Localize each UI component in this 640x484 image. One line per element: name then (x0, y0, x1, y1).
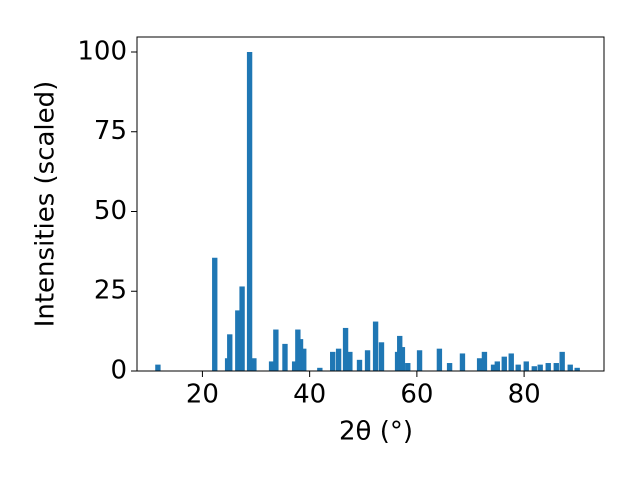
bar (317, 367, 323, 371)
bar (347, 351, 353, 371)
bar (545, 363, 551, 371)
bar (559, 351, 565, 371)
bar (335, 348, 342, 371)
y-tick-label: 100 (77, 36, 127, 66)
bar (282, 343, 288, 371)
bar (476, 358, 483, 371)
bar (405, 363, 411, 371)
bar (297, 339, 304, 371)
bar (490, 364, 497, 371)
bar (501, 356, 507, 371)
bar (567, 364, 573, 371)
plot-frame (136, 36, 605, 372)
bar (301, 348, 307, 371)
bar (537, 364, 543, 371)
bar (574, 367, 580, 371)
bar (459, 353, 466, 371)
bar (364, 350, 371, 371)
bar (378, 342, 385, 371)
bar (553, 363, 559, 371)
x-tick-label: 60 (400, 380, 433, 410)
bar (356, 359, 363, 371)
bar (494, 361, 500, 371)
x-tick-label: 80 (508, 380, 541, 410)
bar (508, 353, 514, 371)
bar (523, 361, 529, 371)
bar (212, 257, 218, 371)
bar (342, 327, 349, 371)
bar (416, 350, 423, 371)
bar (273, 329, 279, 371)
bar (531, 366, 537, 371)
bar (446, 363, 453, 371)
x-tick-label: 20 (186, 380, 219, 410)
y-tick-label: 25 (94, 276, 127, 306)
bar (251, 358, 257, 371)
bar (399, 347, 406, 371)
y-tick-label: 50 (94, 196, 127, 226)
bar (330, 351, 336, 371)
y-tick-label: 0 (110, 356, 127, 386)
bar (372, 321, 379, 371)
bar (246, 51, 253, 371)
bar (436, 348, 443, 371)
y-axis-label: Intensities (scaled) (31, 81, 61, 328)
bar (268, 361, 275, 371)
bar (235, 310, 241, 371)
bar (291, 361, 298, 371)
bar (481, 351, 488, 371)
bar (155, 364, 161, 371)
y-tick-label: 75 (94, 116, 127, 146)
bar (239, 286, 245, 371)
x-axis-label: 2θ (°) (339, 417, 413, 447)
bar (515, 364, 521, 371)
x-tick-label: 40 (293, 380, 326, 410)
bar (227, 334, 233, 371)
